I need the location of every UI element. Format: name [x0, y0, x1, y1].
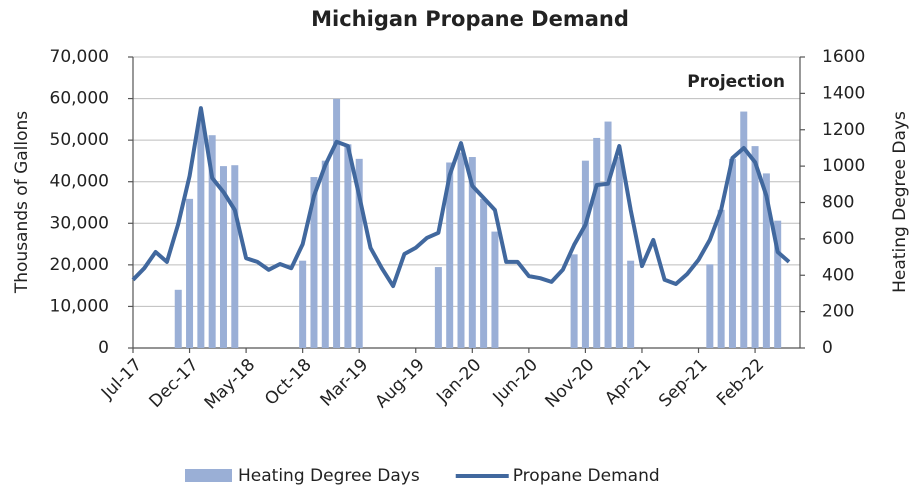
y2-tick-label: 1200 — [822, 120, 865, 140]
y2-tick-label: 200 — [822, 302, 854, 322]
bar — [457, 152, 465, 348]
y-axis-label: Thousands of Gallons — [12, 111, 32, 294]
x-tick-label: Nov-20 — [542, 355, 599, 412]
bar — [774, 220, 782, 348]
x-tick-label: Apr-21 — [601, 355, 655, 409]
annotation: Projection — [687, 72, 785, 92]
bar — [604, 121, 612, 348]
y2-tick-label: 1600 — [822, 47, 865, 67]
bar — [310, 177, 318, 348]
bar — [321, 160, 329, 348]
y2-tick-label: 1000 — [822, 156, 865, 176]
x-tick-label: Oct-18 — [261, 355, 316, 410]
x-tick-label: Dec-17 — [146, 355, 203, 412]
bar — [299, 260, 307, 348]
y2-tick-label: 0 — [822, 338, 833, 358]
bar — [480, 198, 488, 348]
bar — [197, 118, 205, 349]
bar — [593, 137, 601, 348]
bar — [355, 158, 363, 348]
bar — [468, 157, 476, 348]
y-tick-label: 50,000 — [50, 130, 109, 150]
bar — [615, 157, 623, 348]
x-tick-label: Feb-22 — [713, 355, 768, 410]
x-tick-label: Sep-21 — [655, 355, 711, 411]
bar — [717, 209, 725, 348]
bar — [581, 160, 589, 348]
legend-swatch — [185, 469, 232, 482]
bar — [208, 135, 216, 348]
legend-label: Heating Degree Days — [238, 466, 420, 486]
chart-title: Michigan Propane Demand — [311, 7, 629, 31]
y-tick-label: 0 — [98, 338, 109, 358]
y2-tick-label: 600 — [822, 229, 854, 249]
y2-tick-label: 1400 — [822, 83, 865, 103]
bar — [446, 162, 454, 348]
y2-tick-label: 400 — [822, 265, 854, 285]
y-tick-label: 70,000 — [50, 47, 109, 67]
bar — [706, 264, 714, 348]
bar — [174, 289, 182, 348]
bar — [728, 158, 736, 348]
y2-axis-label: Heating Degree Days — [890, 111, 910, 293]
y-tick-label: 60,000 — [50, 89, 109, 109]
y-tick-label: 20,000 — [50, 255, 109, 275]
bar — [491, 231, 499, 348]
bar — [762, 173, 770, 348]
bar — [186, 198, 194, 348]
y-tick-label: 30,000 — [50, 213, 109, 233]
bar — [344, 144, 352, 348]
bar — [333, 98, 341, 348]
x-tick-label: Jul-17 — [97, 355, 146, 404]
bar — [231, 165, 239, 348]
bar — [219, 166, 227, 348]
y-tick-label: 40,000 — [50, 172, 109, 192]
bar — [434, 267, 442, 348]
legend-label: Propane Demand — [513, 466, 660, 486]
bar — [570, 254, 578, 348]
x-tick-label: Aug-19 — [372, 355, 429, 412]
x-tick-label: Jun-20 — [489, 355, 542, 408]
y2-tick-label: 800 — [822, 193, 854, 213]
bar — [751, 146, 759, 348]
line — [131, 106, 791, 289]
bar — [740, 111, 748, 348]
y-tick-label: 10,000 — [50, 296, 109, 316]
x-tick-label: Mar-19 — [317, 355, 373, 411]
x-tick-label: Jan-20 — [432, 355, 485, 408]
x-tick-label: May-18 — [201, 355, 259, 413]
bar — [627, 260, 635, 348]
